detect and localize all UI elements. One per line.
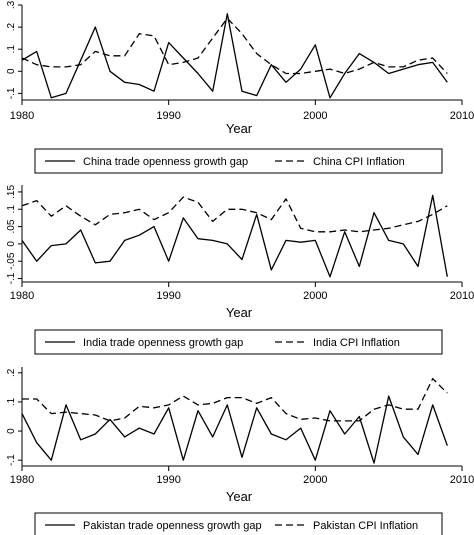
trade-gap-line xyxy=(21,194,448,278)
x-tick-label: 2000 xyxy=(303,474,327,486)
x-tick-label: 1990 xyxy=(156,474,180,486)
legend-label: India trade openness growth gap xyxy=(83,337,243,349)
x-tick-label: 1980 xyxy=(10,110,34,122)
legend: India trade openness growth gap India CPI… xyxy=(34,329,443,355)
legend: China trade openness growth gap China CPI… xyxy=(34,148,443,174)
x-tick-label: 2010 xyxy=(450,110,474,122)
legend-box xyxy=(34,148,443,174)
y-tick-label: -.1 xyxy=(6,454,17,466)
trade-gap-line xyxy=(21,395,448,464)
cpi-inflation-line xyxy=(21,17,448,75)
y-tick-label: -.05 xyxy=(6,252,17,270)
x-axis-title: Year xyxy=(226,121,253,136)
legend-label: Pakistan CPI Inflation xyxy=(313,520,418,532)
trade-gap-line xyxy=(21,13,448,99)
y-tick-label: 0 xyxy=(6,68,17,74)
y-tick-label: .1 xyxy=(6,45,17,54)
y-tick-label: .1 xyxy=(6,205,17,214)
y-tick-label: 0 xyxy=(6,428,17,434)
y-tick-label: .3 xyxy=(6,0,17,9)
y-tick-label: -.1 xyxy=(6,87,17,99)
cpi-inflation-line xyxy=(21,196,448,233)
y-tick-label: .15 xyxy=(6,185,17,199)
x-tick-label: 2000 xyxy=(303,110,327,122)
cpi-inflation-line xyxy=(22,377,448,422)
legend-label: India CPI Inflation xyxy=(313,337,400,349)
x-tick-label: 2010 xyxy=(450,474,474,486)
x-axis-title: Year xyxy=(226,305,253,320)
y-tick-label: .2 xyxy=(6,22,17,31)
x-tick-label: 1980 xyxy=(10,474,34,486)
legend-box xyxy=(34,329,443,355)
y-tick-label: 0 xyxy=(6,241,17,247)
legend: Pakistan trade openness growth gap Pakist… xyxy=(34,512,443,535)
y-tick-label: -.1 xyxy=(6,272,17,284)
chart-panel-3: -.1 0 .1 .2 1980 1990 2000 2010 Year Pakistan tra… xyxy=(6,367,474,535)
y-tick-label: .1 xyxy=(6,397,17,406)
legend-label: China trade openness growth gap xyxy=(83,156,248,168)
legend-label: Pakistan trade openness growth gap xyxy=(83,520,262,532)
y-tick-label: .2 xyxy=(6,368,17,377)
x-tick-label: 1990 xyxy=(156,290,180,302)
x-tick-label: 1980 xyxy=(10,290,34,302)
chart-panel-1: -.1 0 .1 .2 .3 1980 1990 2000 2010 Year China trad… xyxy=(6,0,474,174)
x-axis-title: Year xyxy=(226,489,253,504)
x-tick-label: 2000 xyxy=(303,290,327,302)
y-tick-label: .05 xyxy=(6,219,17,233)
legend-box xyxy=(34,512,443,535)
chart-panel-2: -.1 -.05 0 .05 .1 .15 1980 1990 2000 2010 Year Indi… xyxy=(6,185,474,355)
x-tick-label: 2010 xyxy=(450,290,474,302)
legend-label: China CPI Inflation xyxy=(313,156,405,168)
x-tick-label: 1990 xyxy=(156,110,180,122)
